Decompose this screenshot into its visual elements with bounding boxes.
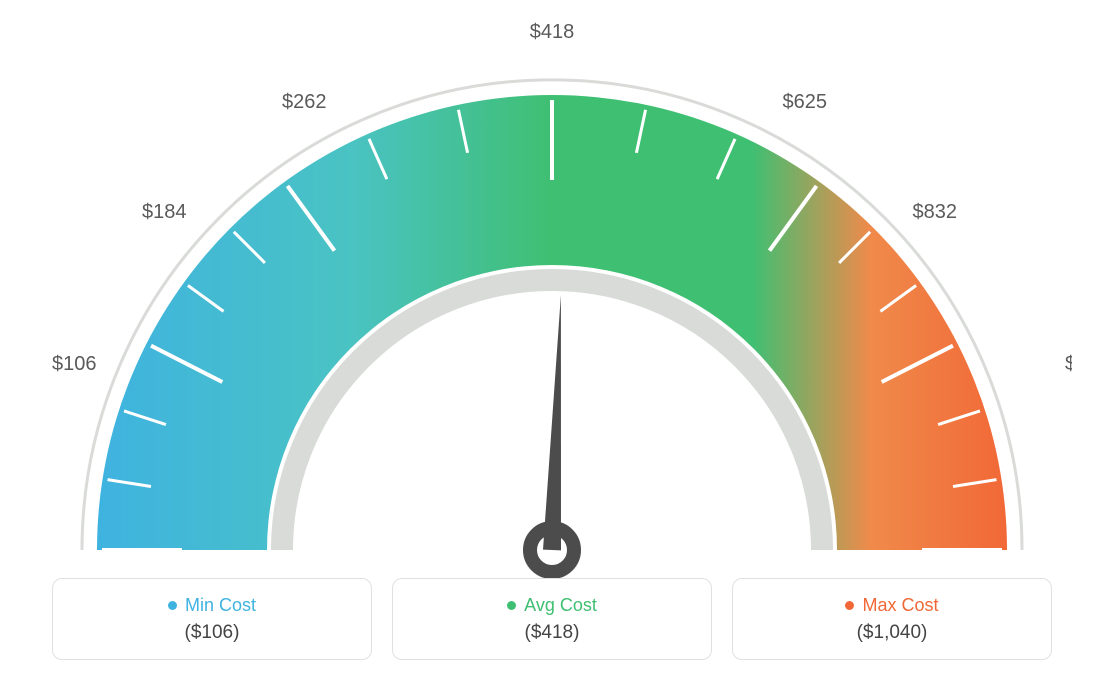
legend-text-min: Min Cost bbox=[185, 595, 256, 616]
svg-text:$625: $625 bbox=[783, 91, 828, 113]
legend-dot-avg bbox=[507, 601, 516, 610]
legend-card-max: Max Cost ($1,040) bbox=[732, 578, 1052, 660]
svg-text:$1,040: $1,040 bbox=[1065, 353, 1072, 375]
legend-value-min: ($106) bbox=[185, 622, 240, 644]
svg-text:$262: $262 bbox=[282, 91, 327, 113]
legend-dot-min bbox=[168, 601, 177, 610]
legend-card-avg: Avg Cost ($418) bbox=[392, 578, 712, 660]
svg-text:$418: $418 bbox=[530, 21, 575, 43]
legend-label-max: Max Cost bbox=[845, 595, 938, 616]
gauge-container: $106 $184 $262 $418 $625 $832 $1,040 bbox=[32, 20, 1072, 580]
legend-text-avg: Avg Cost bbox=[524, 595, 597, 616]
legend-label-avg: Avg Cost bbox=[507, 595, 597, 616]
legend-label-min: Min Cost bbox=[168, 595, 256, 616]
legend-value-avg: ($418) bbox=[525, 622, 580, 644]
gauge-svg: $106 $184 $262 $418 $625 $832 $1,040 bbox=[32, 20, 1072, 580]
legend-value-max: ($1,040) bbox=[857, 622, 928, 644]
svg-text:$184: $184 bbox=[142, 201, 187, 223]
legend-card-min: Min Cost ($106) bbox=[52, 578, 372, 660]
legend-text-max: Max Cost bbox=[862, 595, 938, 616]
svg-text:$106: $106 bbox=[52, 353, 97, 375]
legend-dot-max bbox=[845, 601, 854, 610]
svg-text:$832: $832 bbox=[913, 201, 958, 223]
legend: Min Cost ($106) Avg Cost ($418) Max Cost… bbox=[52, 578, 1052, 660]
